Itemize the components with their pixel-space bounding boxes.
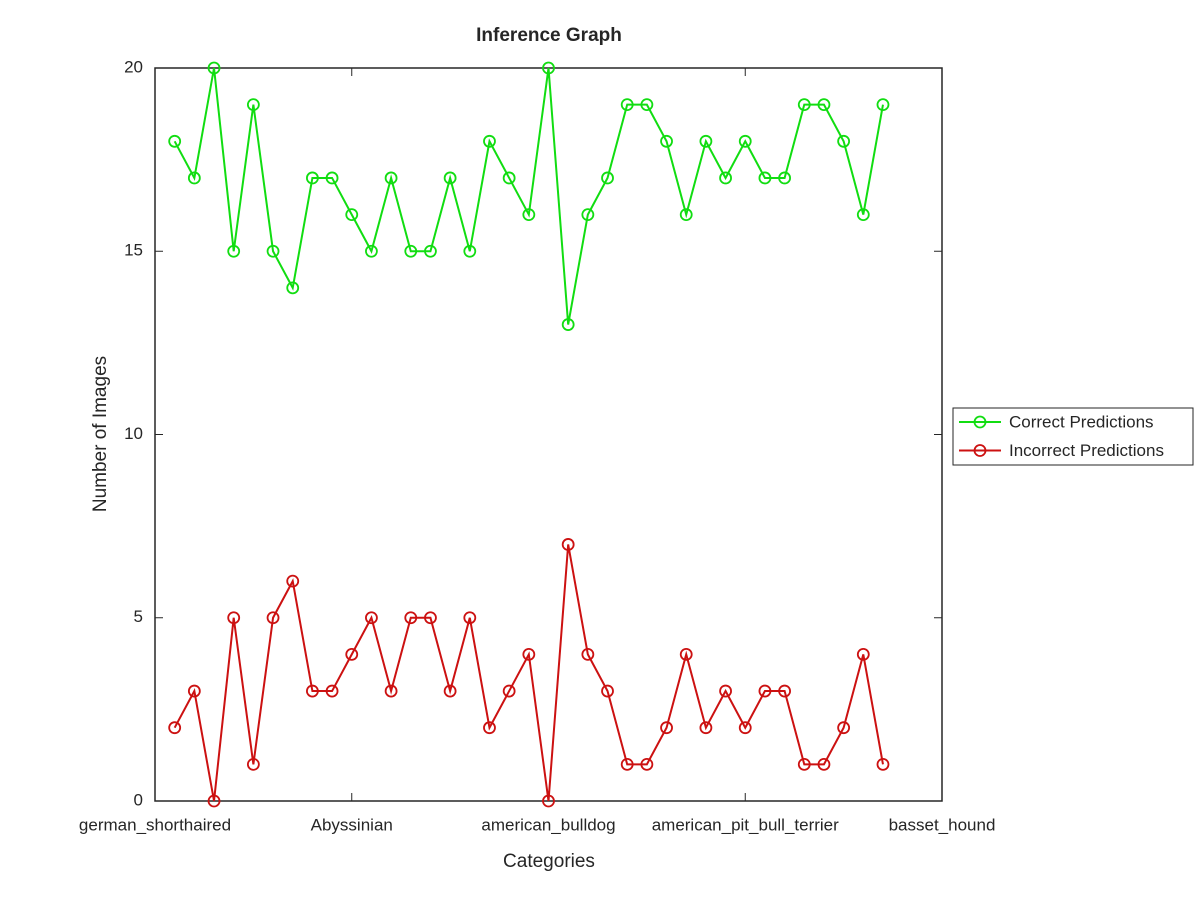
legend-label: Correct Predictions <box>1009 412 1154 431</box>
data-point <box>463 244 477 258</box>
data-point <box>758 171 772 185</box>
data-point <box>483 134 496 148</box>
data-point <box>837 721 851 735</box>
data-point <box>699 134 713 148</box>
data-point <box>246 757 260 771</box>
data-point <box>738 134 752 148</box>
data-point <box>837 134 851 148</box>
data-point <box>719 171 732 185</box>
legend-box <box>952 407 1194 466</box>
x-tick-label: Abyssinian <box>311 815 393 834</box>
data-point <box>699 721 713 735</box>
x-tick-label: american_bulldog <box>481 815 615 834</box>
chart-title: Inference Graph <box>476 25 622 46</box>
data-point <box>384 171 398 185</box>
data-point <box>797 98 811 112</box>
data-point <box>246 98 260 112</box>
data-point <box>561 318 575 331</box>
data-point <box>365 244 378 258</box>
data-point <box>738 721 752 735</box>
data-point <box>620 757 634 771</box>
data-point <box>227 611 241 625</box>
data-point <box>581 208 595 222</box>
data-point <box>640 757 654 771</box>
data-point <box>384 684 398 698</box>
data-point <box>305 171 319 185</box>
data-point <box>483 721 496 735</box>
data-point <box>660 721 673 735</box>
data-point <box>207 61 221 75</box>
data-point <box>876 757 890 771</box>
data-point <box>227 244 241 258</box>
data-point <box>542 61 555 75</box>
legend-marker <box>973 415 987 429</box>
data-point <box>443 171 457 185</box>
y-tick-label: 5 <box>134 607 143 626</box>
x-axis-label: Categories <box>503 851 595 872</box>
data-point <box>187 171 201 185</box>
data-point <box>404 244 418 258</box>
legend-marker <box>973 444 987 457</box>
data-point <box>207 794 221 808</box>
y-tick-label: 20 <box>124 57 143 76</box>
data-point <box>305 684 319 698</box>
y-tick-label: 15 <box>124 241 143 260</box>
data-point <box>424 244 437 258</box>
data-point <box>187 684 201 698</box>
x-tick-label: german_shorthaired <box>79 815 231 834</box>
data-point <box>365 611 378 625</box>
data-point <box>542 794 555 808</box>
data-point <box>502 171 516 185</box>
data-point <box>660 134 673 148</box>
x-tick-label: basset_hound <box>889 815 996 834</box>
data-point <box>581 648 595 661</box>
data-point <box>856 648 870 661</box>
data-point <box>522 648 536 661</box>
data-point <box>620 98 634 112</box>
data-point <box>758 684 772 698</box>
y-tick-label: 10 <box>124 424 143 443</box>
data-point <box>286 574 300 588</box>
data-point <box>817 757 831 771</box>
data-point <box>168 134 182 148</box>
data-point <box>404 611 418 625</box>
data-point <box>856 208 870 222</box>
data-point <box>679 648 693 661</box>
data-point <box>266 611 280 625</box>
data-point <box>463 611 477 625</box>
data-point <box>345 648 359 661</box>
data-point <box>817 98 831 112</box>
series-line <box>173 67 884 325</box>
data-point <box>266 244 280 258</box>
data-point <box>522 208 536 222</box>
data-point <box>286 281 300 295</box>
data-point <box>640 98 654 112</box>
data-point <box>443 684 457 698</box>
data-point <box>502 684 516 698</box>
series-line <box>173 544 884 802</box>
data-point <box>601 684 614 698</box>
data-point <box>168 721 182 735</box>
x-tick-label: american_pit_bull_terrier <box>652 815 839 834</box>
data-point <box>424 611 437 625</box>
data-point <box>345 208 359 222</box>
data-point <box>561 538 575 551</box>
data-point <box>325 684 339 698</box>
data-point <box>601 171 614 185</box>
data-point <box>325 171 339 185</box>
data-point <box>778 684 791 698</box>
data-point <box>719 684 732 698</box>
legend-label: Incorrect Predictions <box>1009 441 1164 460</box>
data-point <box>876 98 890 112</box>
y-axis-label: Number of Images <box>90 356 111 512</box>
data-point <box>679 208 693 222</box>
data-point <box>797 757 811 771</box>
data-point <box>778 171 791 185</box>
y-tick-label: 0 <box>134 790 143 809</box>
